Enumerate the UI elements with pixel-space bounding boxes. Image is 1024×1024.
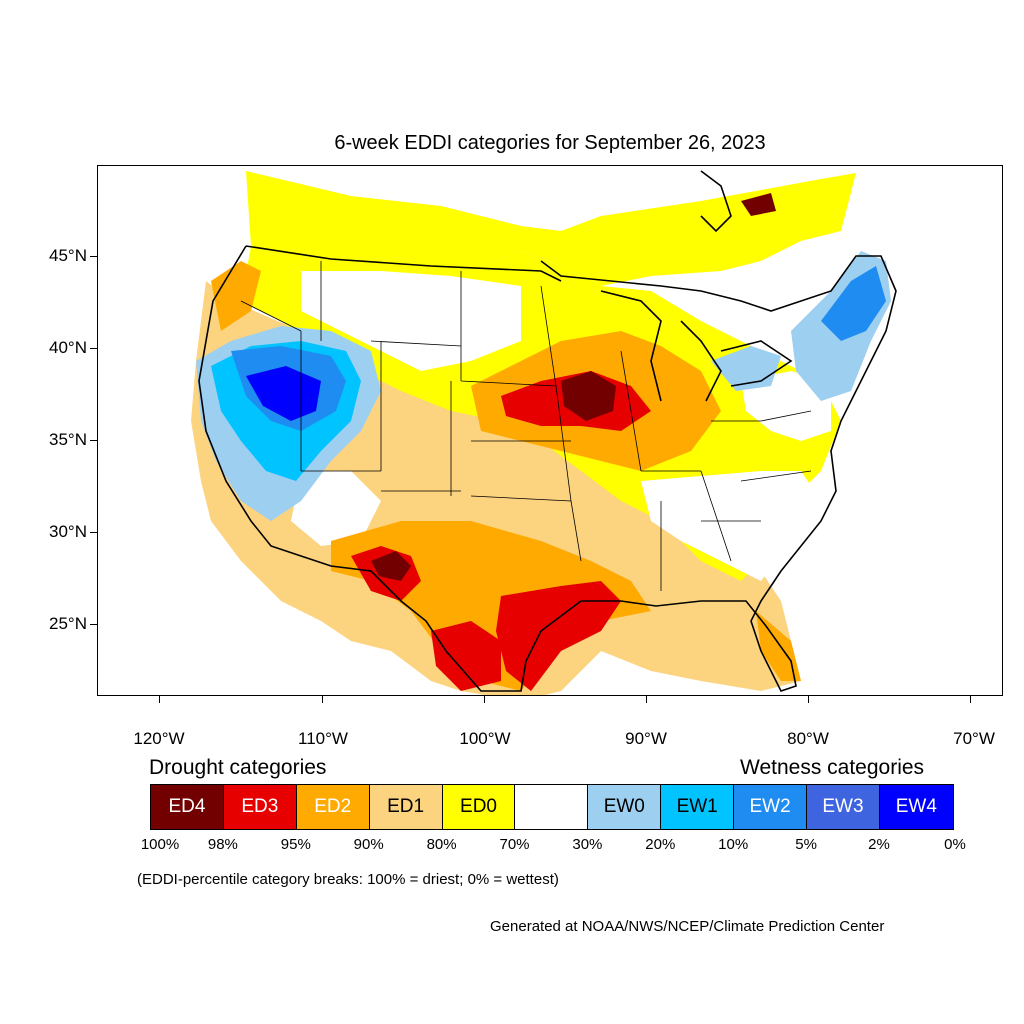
percentile-label: 0% (944, 836, 966, 853)
legend-swatch: ED3 (223, 785, 297, 829)
percentile-label: 20% (645, 836, 676, 853)
lon-tick (484, 696, 485, 703)
lon-tick (808, 696, 809, 703)
wetness-heading: Wetness categories (740, 756, 925, 779)
lat-label: 25°N (49, 614, 87, 633)
region-ed4-big-bend (371, 551, 411, 581)
legend-swatch: ED1 (369, 785, 443, 829)
percentile-label: 90% (353, 836, 384, 853)
lat-tick (90, 532, 97, 533)
lon-label: 110°W (298, 729, 348, 748)
legend-swatch: EW3 (807, 785, 880, 829)
region-normal-northern-plains (301, 271, 521, 371)
region-ed3-south-texas (496, 581, 621, 691)
credit-text: Generated at NOAA/NWS/NCEP/Climate Predi… (490, 918, 885, 935)
percentile-label: 5% (795, 836, 817, 853)
map-canvas (191, 170, 897, 695)
percentile-label: 2% (868, 836, 890, 853)
lon-label: 120°W (133, 729, 185, 748)
hudson-bay (700, 170, 732, 233)
state-lines (240, 261, 812, 591)
legend-swatch: ED4 (151, 785, 224, 829)
region-ed2-pnw (211, 261, 261, 331)
percentile-label: 70% (499, 836, 530, 853)
lat-tick (90, 624, 97, 625)
lon-label: 90°W (625, 729, 667, 748)
lat-label: 45°N (49, 246, 87, 265)
lat-tick (90, 348, 97, 349)
percentile-label: 100% (140, 836, 180, 853)
legend-swatch: EW0 (588, 785, 662, 829)
region-ed4-iowa (561, 371, 616, 421)
lat-label: 35°N (49, 430, 87, 449)
lon-label: 70°W (953, 729, 995, 748)
lat-tick (90, 256, 97, 257)
lat-tick (90, 440, 97, 441)
boundaries (198, 170, 897, 692)
lon-tick (970, 696, 971, 703)
map-title: 6-week EDDI categories for September 26,… (334, 132, 766, 154)
legend-swatch: EW1 (661, 785, 735, 829)
lon-tick (322, 696, 323, 703)
legend-swatch (515, 785, 589, 829)
region-normal-southeast (641, 471, 821, 581)
canada-border (245, 245, 562, 282)
region-ew2-northeast (821, 266, 886, 341)
region-ed0-canada (246, 171, 856, 286)
lat-label: 30°N (49, 522, 87, 541)
legend-swatch: ED0 (442, 785, 516, 829)
legend-note: (EDDI-percentile category breaks: 100% =… (137, 871, 559, 888)
percentile-label: 10% (718, 836, 749, 853)
region-normal-sw (291, 471, 381, 546)
region-ed3-mexico (431, 621, 501, 691)
lon-tick (646, 696, 647, 703)
great-lakes (600, 290, 793, 402)
lat-label: 40°N (49, 338, 87, 357)
region-ed4-ontario (741, 193, 776, 216)
drought-heading: Drought categories (149, 756, 327, 779)
percentile-label: 98% (207, 836, 238, 853)
lon-label: 100°W (459, 729, 511, 748)
percentile-label: 95% (280, 836, 311, 853)
legend-swatch: EW2 (734, 785, 808, 829)
legend-swatch: ED2 (296, 785, 370, 829)
percentile-label: 80% (426, 836, 457, 853)
lon-label: 80°W (787, 729, 829, 748)
percentile-label: 30% (572, 836, 603, 853)
eddi-map (97, 165, 1003, 696)
color-legend: ED4 ED3 ED2 ED1 ED0 EW0 EW1 EW2 EW3 EW4 (150, 784, 954, 830)
conus-outline (198, 245, 897, 692)
region-ew4-west (246, 366, 321, 421)
legend-swatch: EW4 (879, 785, 953, 829)
lon-tick (159, 696, 160, 703)
region-normal-ohio (741, 371, 831, 441)
category-regions (191, 171, 891, 695)
